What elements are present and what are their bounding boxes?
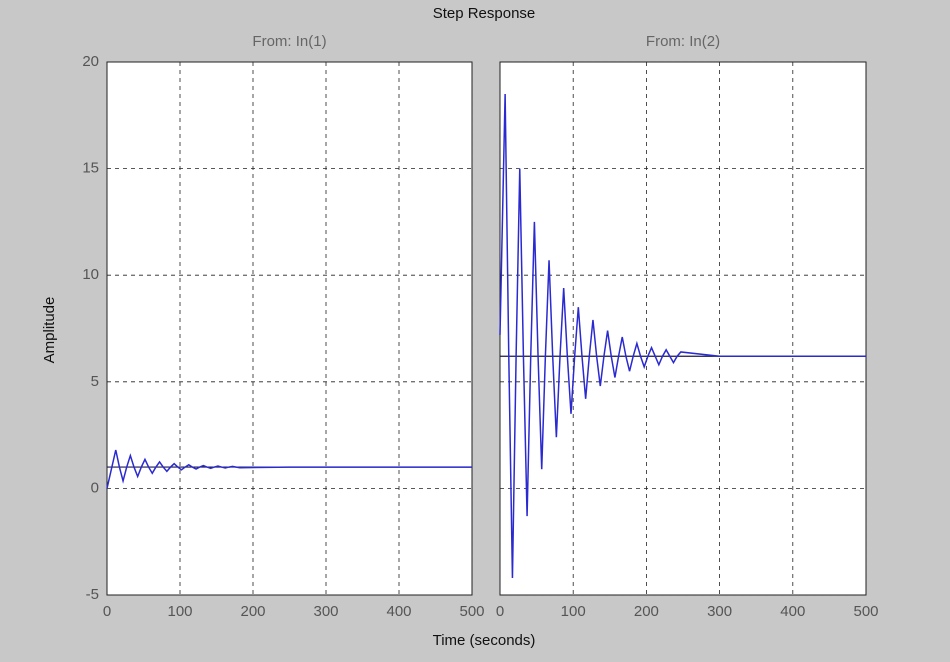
x-tick-label: 500 (853, 603, 878, 620)
x-axis-label: Time (seconds) (433, 632, 536, 649)
plot-area (499, 61, 867, 596)
x-tick-label: 300 (707, 603, 732, 620)
x-tick-label: 0 (103, 603, 111, 620)
x-tick-label: 200 (240, 603, 265, 620)
y-axis-label: Amplitude (41, 297, 58, 364)
plot-area (106, 61, 473, 596)
subplot-title: From: In(1) (252, 33, 326, 50)
x-tick-label: 400 (386, 603, 411, 620)
x-tick-label: 500 (459, 603, 484, 620)
y-tick-label: 20 (82, 53, 99, 70)
y-tick-label: 0 (91, 479, 99, 496)
x-tick-label: 0 (496, 603, 504, 620)
x-tick-label: 100 (167, 603, 192, 620)
series-line (499, 93, 866, 578)
series-line (106, 449, 472, 489)
x-tick-label: 300 (313, 603, 338, 620)
chart-title: Step Response (433, 5, 536, 22)
x-tick-label: 100 (561, 603, 586, 620)
y-tick-label: -5 (86, 586, 99, 603)
x-tick-label: 400 (780, 603, 805, 620)
subplot-title: From: In(2) (646, 33, 720, 50)
x-tick-label: 200 (634, 603, 659, 620)
y-tick-label: 15 (82, 160, 99, 177)
y-tick-label: 10 (82, 266, 99, 283)
y-tick-label: 5 (91, 373, 99, 390)
